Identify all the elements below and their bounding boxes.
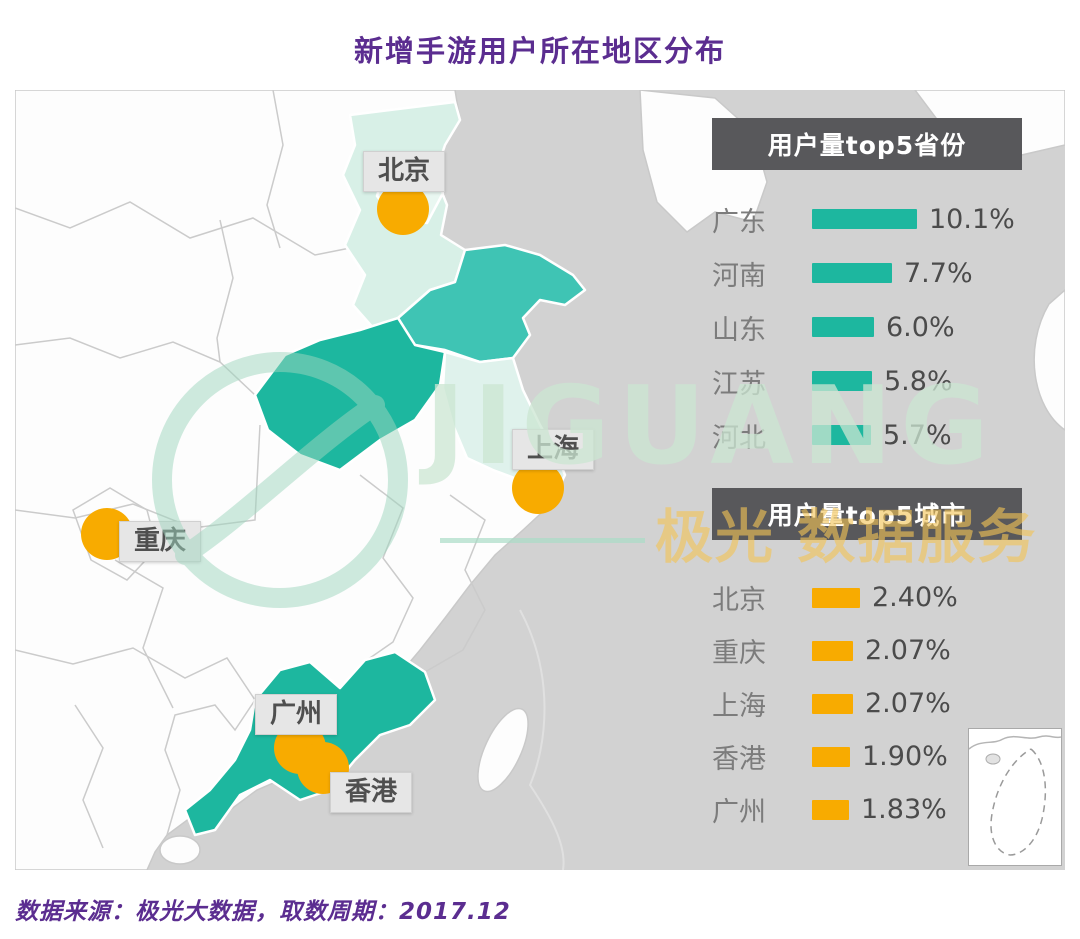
city-marker-上海 xyxy=(512,462,564,514)
bar-row-北京: 北京 2.40% xyxy=(712,571,1022,624)
city-label-香港: 香港 xyxy=(330,772,413,813)
category-label: 广州 xyxy=(712,797,766,828)
provinces-bar-chart: 广东 10.1% 河南 7.7% 山东 6.0% 江苏 5.8% 河北 5.7% xyxy=(712,192,1022,462)
category-label: 江苏 xyxy=(712,368,766,400)
top5-cities-panel: 用户量top5城市 北京 2.40% 重庆 2.07% 上海 2.07% 香港 1.90% 广州… xyxy=(712,488,1022,836)
bar xyxy=(812,209,917,229)
bar xyxy=(812,371,872,391)
data-source-note: 数据来源：极光大数据，取数周期：2017.12 xyxy=(15,899,511,925)
value-label: 2.07% xyxy=(865,635,951,666)
category-label: 北京 xyxy=(712,585,766,616)
category-label: 上海 xyxy=(712,691,766,722)
bar xyxy=(812,263,892,283)
city-label-广州: 广州 xyxy=(255,694,338,735)
category-label: 山东 xyxy=(712,314,766,346)
bar-row-香港: 香港 1.90% xyxy=(712,730,1022,783)
cities-bar-chart: 北京 2.40% 重庆 2.07% 上海 2.07% 香港 1.90% 广州 1.83% xyxy=(712,571,1022,836)
top5-provinces-panel: 用户量top5省份 广东 10.1% 河南 7.7% 山东 6.0% 江苏 5.8% 河北 5.7… xyxy=(712,118,1022,462)
value-label: 7.7% xyxy=(904,257,973,289)
bar-row-河南: 河南 7.7% xyxy=(712,246,1022,300)
value-label: 6.0% xyxy=(886,311,955,343)
bar xyxy=(812,693,853,714)
value-label: 10.1% xyxy=(929,203,1015,235)
value-label: 2.07% xyxy=(865,688,951,719)
bar-row-广州: 广州 1.83% xyxy=(712,783,1022,836)
value-label: 1.83% xyxy=(861,794,947,825)
cities-panel-header: 用户量top5城市 xyxy=(712,488,1022,540)
city-label-北京: 北京 xyxy=(363,151,446,192)
city-label-重庆: 重庆 xyxy=(119,521,202,562)
page-title: 新增手游用户所在地区分布 xyxy=(353,34,726,68)
inset-map-svg xyxy=(968,735,1062,856)
bar xyxy=(812,587,860,608)
bar-row-河北: 河北 5.7% xyxy=(712,408,1022,462)
bar xyxy=(812,746,850,767)
city-label-上海: 上海 xyxy=(512,429,595,470)
value-label: 5.7% xyxy=(883,419,952,451)
category-label: 河南 xyxy=(712,260,766,292)
bar-row-上海: 上海 2.07% xyxy=(712,677,1022,730)
value-label: 1.90% xyxy=(862,741,948,772)
category-label: 广东 xyxy=(712,206,766,238)
category-label: 河北 xyxy=(712,422,766,454)
provinces-panel-header: 用户量top5省份 xyxy=(712,118,1022,170)
bar-row-山东: 山东 6.0% xyxy=(712,300,1022,354)
bar xyxy=(812,317,874,337)
bar-row-江苏: 江苏 5.8% xyxy=(712,354,1022,408)
bar xyxy=(812,799,849,820)
category-label: 重庆 xyxy=(712,638,766,669)
bar-row-广东: 广东 10.1% xyxy=(712,192,1022,246)
bar xyxy=(812,425,871,445)
south-china-sea-inset-map xyxy=(968,728,1062,866)
category-label: 香港 xyxy=(712,744,766,775)
bar xyxy=(812,640,853,661)
bar-row-重庆: 重庆 2.07% xyxy=(712,624,1022,677)
value-label: 2.40% xyxy=(872,582,958,613)
city-marker-北京 xyxy=(377,183,429,235)
value-label: 5.8% xyxy=(884,365,953,397)
